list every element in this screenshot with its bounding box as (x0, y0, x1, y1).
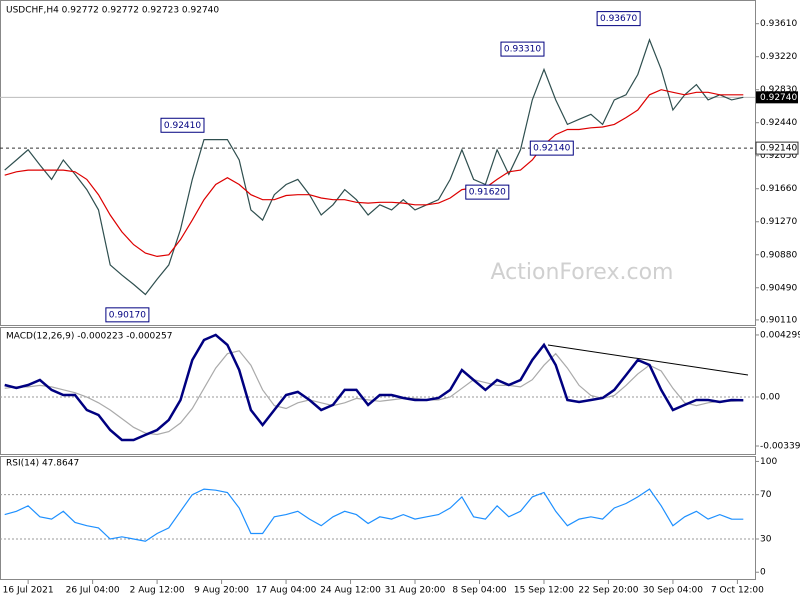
x-tick-label: 31 Aug 20:00 (385, 586, 446, 596)
y-tick-label: 70 (760, 490, 772, 500)
y-tick-label: 0.92440 (760, 118, 797, 128)
y-tick-label: 30 (760, 535, 772, 545)
annotation-label: 0.92410 (164, 121, 201, 131)
macd-panel (0, 327, 756, 455)
annotation-label: 0.91620 (469, 188, 506, 198)
level-box (755, 141, 799, 155)
x-tick-label: 26 Jul 04:00 (66, 586, 120, 596)
price-box (756, 91, 798, 104)
y-tick-label: 0.91270 (760, 217, 797, 227)
x-tick-label: 15 Sep 12:00 (514, 586, 574, 596)
price-label: 0.92740 (760, 93, 797, 103)
annotation-box (105, 307, 150, 323)
y-tick-label: 0.91660 (760, 184, 797, 194)
y-tick-label: 100 (760, 457, 777, 467)
price-title: USDCHF,H4 0.92772 0.92772 0.92723 0.9274… (6, 6, 219, 16)
annotation-box (465, 184, 510, 200)
rsi-panel (0, 456, 756, 580)
annotation-box (529, 140, 574, 156)
x-tick-label: 9 Aug 20:00 (194, 586, 249, 596)
x-tick-label: 17 Aug 04:00 (256, 586, 317, 596)
y-tick-label: 0.92830 (760, 85, 797, 95)
annotation-label: 0.93670 (600, 14, 637, 24)
x-tick-label: 22 Sep 20:00 (578, 586, 638, 596)
y-tick-label: 0 (760, 568, 766, 578)
annotation-label: 0.90170 (109, 310, 146, 320)
series-line (4, 488, 744, 542)
y-tick-label: 0.90880 (760, 250, 797, 260)
annotation-box (160, 117, 205, 133)
annotation-box (596, 11, 641, 27)
x-tick-label: 16 Jul 2021 (3, 586, 54, 596)
annotation-label: 0.92140 (533, 144, 570, 154)
series-line (4, 89, 744, 258)
rsi-title: RSI(14) 47.8647 (6, 459, 79, 469)
series-line (4, 333, 744, 442)
y-tick-label: 0.004299 (760, 330, 800, 340)
macd-title: MACD(12,26,9) -0.000223 -0.000257 (6, 332, 172, 342)
level-label: 0.92140 (760, 144, 797, 154)
x-tick-label: 24 Aug 12:00 (320, 586, 381, 596)
y-tick-label: 0.93220 (760, 52, 797, 62)
price-panel (0, 0, 756, 326)
watermark: ActionForex.com (491, 260, 674, 285)
annotation-box (500, 41, 545, 57)
x-tick-label: 7 Oct 12:00 (711, 586, 764, 596)
y-tick-label: -0.003396 (760, 441, 800, 451)
series-line (4, 38, 744, 296)
y-tick-label: 0.00 (760, 392, 780, 402)
x-tick-label: 8 Sep 04:00 (452, 586, 507, 596)
x-tick-label: 2 Aug 12:00 (130, 586, 185, 596)
trend-line (547, 344, 749, 376)
y-tick-label: 0.90490 (760, 283, 797, 293)
x-tick-label: 30 Sep 04:00 (643, 586, 703, 596)
annotation-label: 0.93310 (504, 45, 541, 55)
y-tick-label: 0.93610 (760, 19, 797, 29)
y-tick-label: 0.92050 (760, 151, 797, 161)
y-tick-label: 0.90110 (760, 315, 797, 325)
